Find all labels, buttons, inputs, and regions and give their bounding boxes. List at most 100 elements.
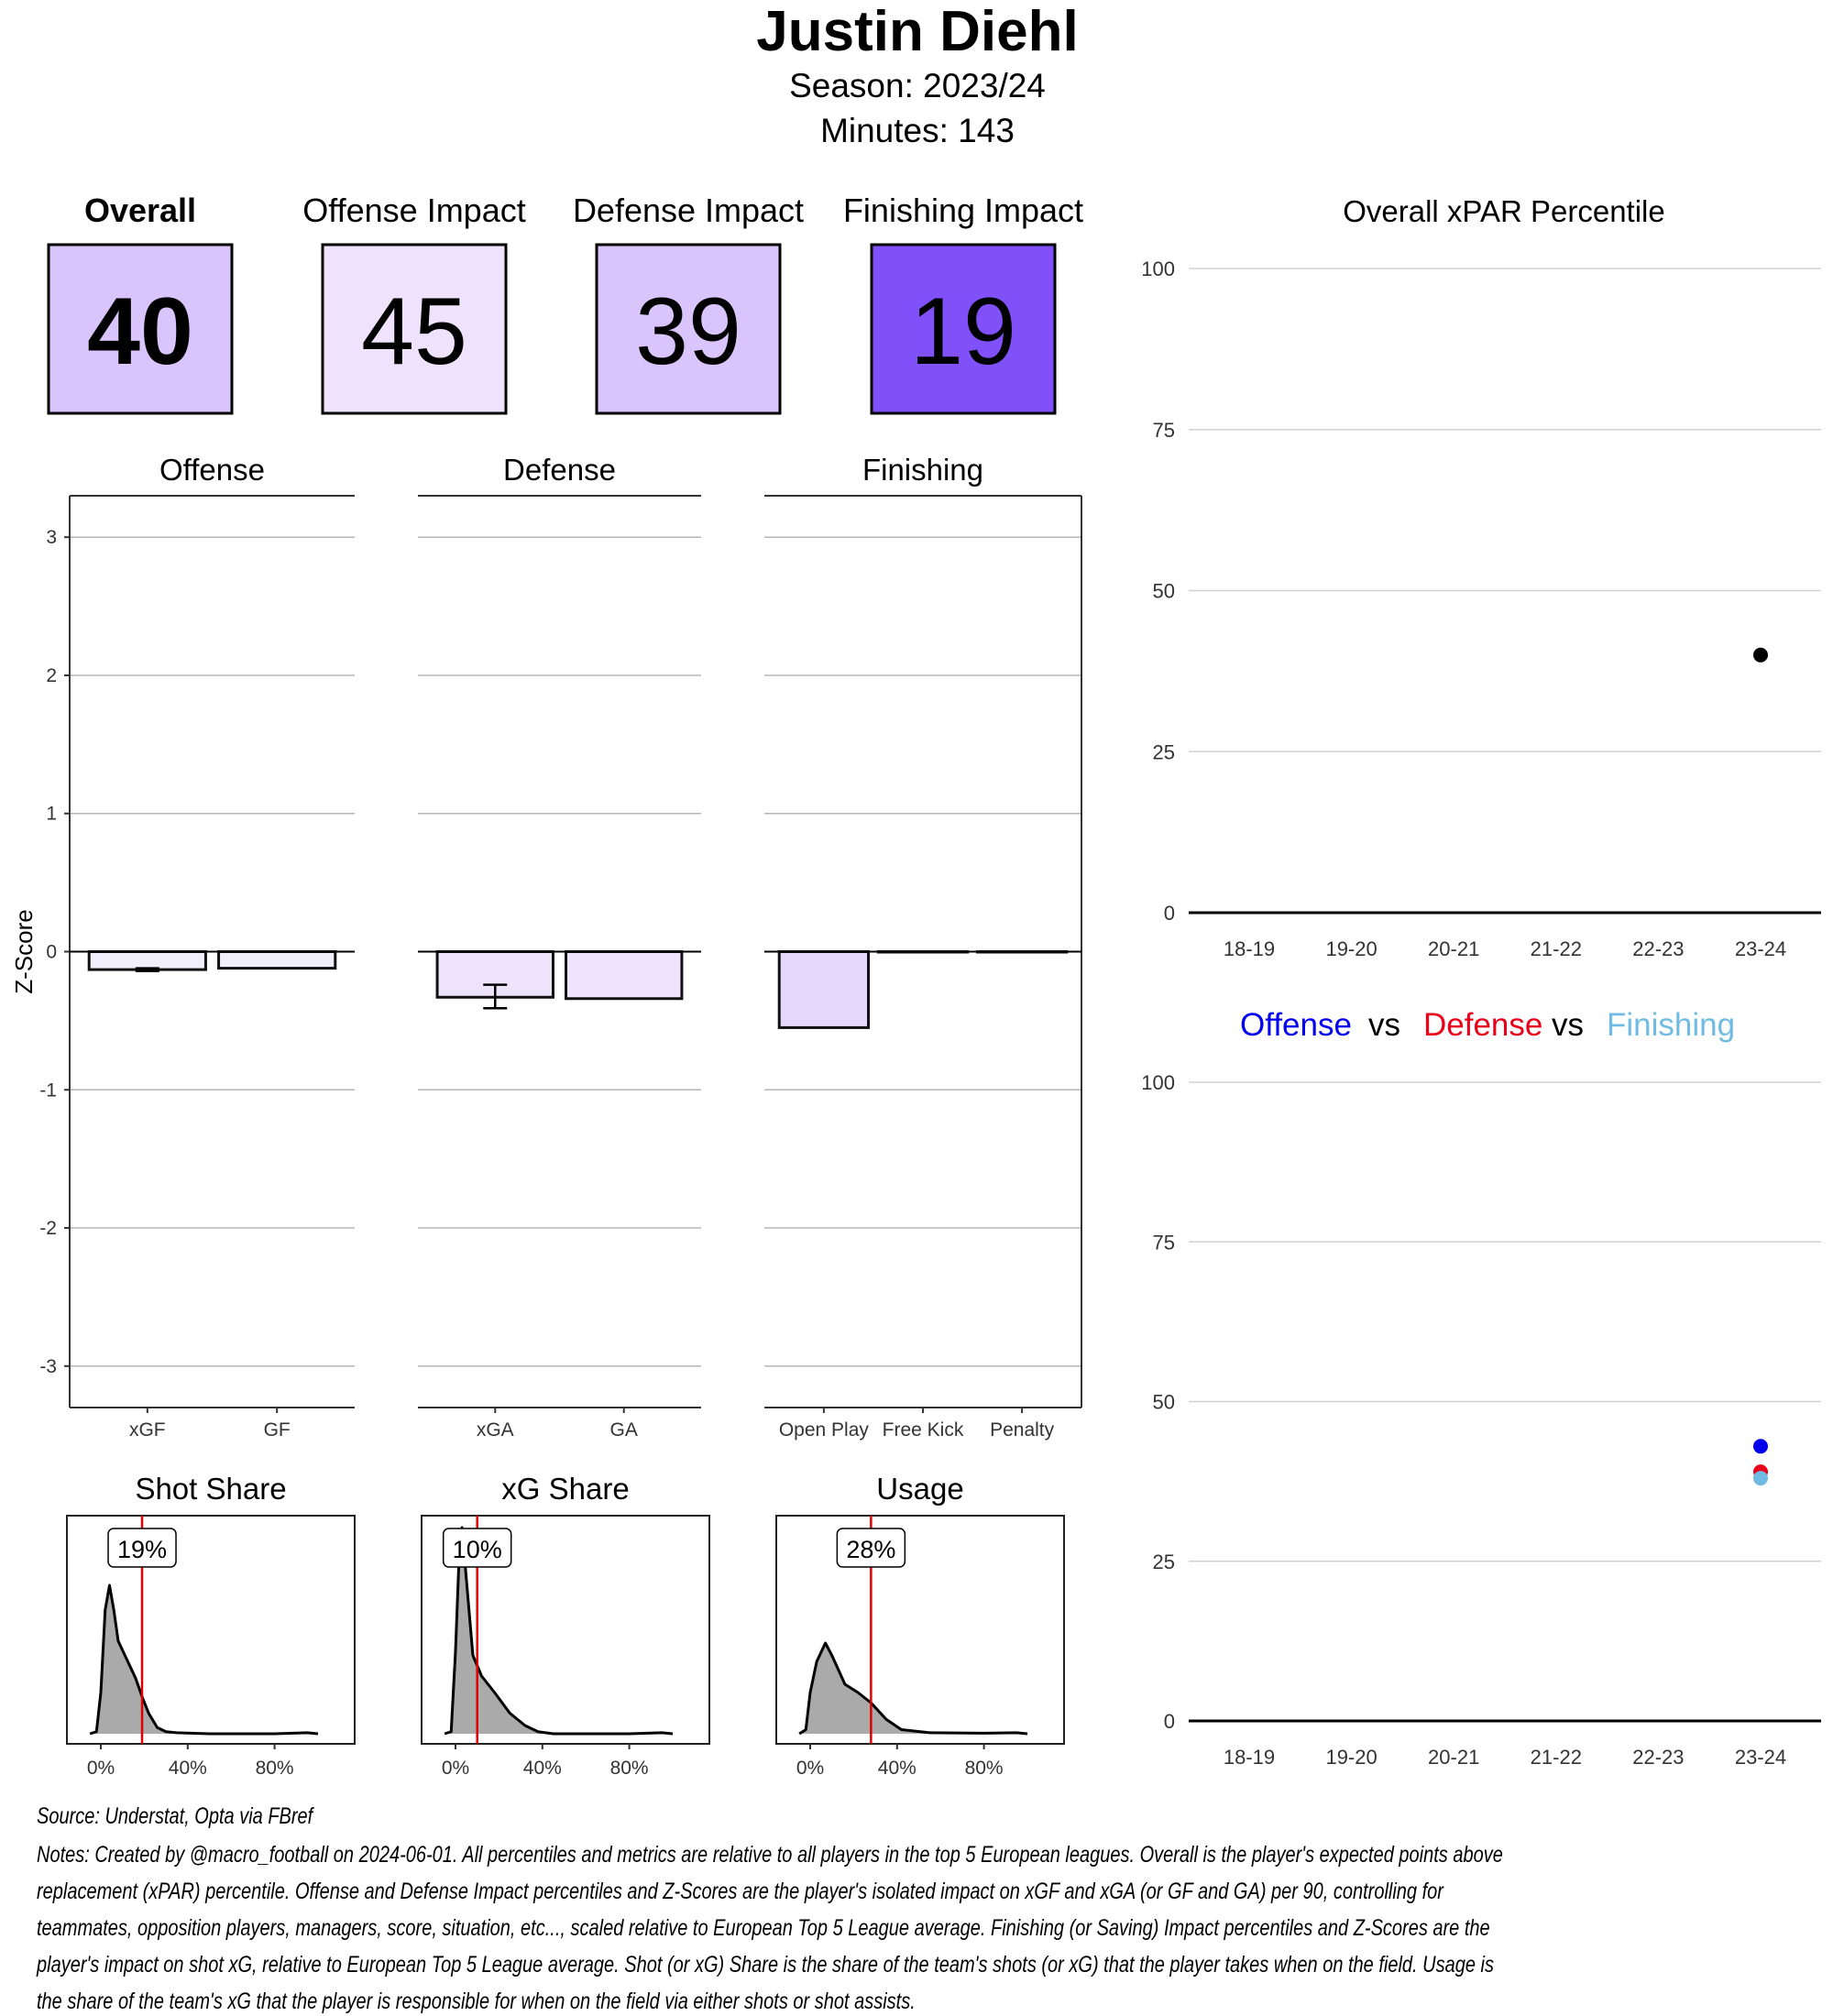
x-tick-label: 18-19 [1224, 1746, 1275, 1769]
x-tick-label: 80% [610, 1758, 649, 1779]
density-line [89, 1583, 319, 1736]
y-tick-label: 25 [1153, 740, 1175, 763]
notes-line-4: player's impact on shot xG, relative to … [37, 1952, 1494, 1978]
player-value-label: 28% [846, 1536, 895, 1563]
legend-item-finishing: Finishing [1607, 1007, 1735, 1043]
legend-item-offense: Offense [1240, 1007, 1352, 1043]
density-line [798, 1641, 1028, 1736]
x-tick-label: 40% [878, 1758, 916, 1779]
x-tick-label: 19-20 [1325, 937, 1377, 960]
x-tick-label: 40% [169, 1758, 207, 1779]
component-percentile-chart: Offense vs Defense vs Finishing 100 75 50 25 0 18-… [1141, 1007, 1821, 1769]
x-tick-label: xGA [477, 1419, 514, 1441]
density-panel-border [421, 1515, 710, 1745]
y-tick-label: 50 [1153, 1391, 1175, 1414]
legend-item-vs: vs [1368, 1007, 1400, 1043]
density-area [90, 1585, 319, 1734]
x-tick-label: 21-22 [1531, 937, 1582, 960]
y-tick-label: 2 [46, 665, 57, 686]
impact-box-label: Defense Impact [573, 192, 804, 229]
x-tick-label: GA [610, 1419, 638, 1441]
impact-box-value: 19 [910, 279, 1016, 385]
x-tick-label: 0% [87, 1758, 115, 1779]
y-tick-label: 50 [1153, 580, 1175, 603]
player-name: Justin Diehl [756, 0, 1078, 63]
density-title: Usage [876, 1472, 963, 1506]
notes-line-3: teammates, opposition players, managers,… [37, 1915, 1490, 1941]
player-value-label-box [836, 1528, 906, 1568]
impact-boxes: Overall 40 Offense Impact 45 Defense Impact 3… [47, 192, 1083, 415]
facet-title: Offense [159, 453, 265, 487]
impact-box-label: Offense Impact [302, 192, 525, 229]
bar-gf [217, 950, 337, 970]
x-tick-label: 40% [523, 1758, 562, 1779]
player-value-label: 19% [117, 1536, 167, 1563]
x-tick-label: 19-20 [1325, 1746, 1377, 1769]
impact-box [595, 243, 782, 415]
bar-xgf [87, 950, 207, 971]
x-tick-label: 21-22 [1531, 1746, 1582, 1769]
y-tick-label: -1 [39, 1079, 57, 1101]
minutes-label: Minutes: 143 [820, 112, 1015, 149]
notes-line-1: Notes: Created by @macro_football on 202… [37, 1842, 1503, 1868]
notes-line-5: the share of the team's xG that the play… [37, 1989, 916, 2014]
facet-title: Finishing [862, 453, 983, 487]
x-tick-label: 22-23 [1632, 1746, 1684, 1769]
impact-box-label: Overall [84, 192, 196, 229]
x-tick-label: 80% [256, 1758, 294, 1779]
point-finishing [1753, 1471, 1768, 1486]
density-area [445, 1528, 673, 1734]
impact-box-value: 40 [87, 279, 193, 385]
density-charts: Shot Share 19% 0% 40% 80% xG Share 10% 0% 40% 80%… [66, 1472, 1065, 1779]
x-tick-label: GF [264, 1419, 291, 1441]
y-tick-label: 75 [1153, 419, 1175, 442]
x-tick-label: Open Play [779, 1419, 870, 1441]
impact-box [321, 243, 508, 415]
y-tick-label: 100 [1141, 257, 1175, 280]
legend-item-defense: Defense [1423, 1007, 1542, 1043]
y-tick-label: 25 [1153, 1550, 1175, 1573]
x-tick-label: 20-21 [1428, 1746, 1479, 1769]
x-tick-label: 80% [965, 1758, 1004, 1779]
player-value-label: 10% [453, 1536, 502, 1563]
bar-ga [565, 950, 684, 1001]
density-panel-border [66, 1515, 356, 1745]
point-overall [1753, 647, 1768, 663]
x-tick-label: 18-19 [1224, 937, 1275, 960]
y-tick-label: 3 [46, 527, 57, 548]
y-tick-label: 1 [46, 804, 57, 825]
x-tick-label: 0% [796, 1758, 824, 1779]
y-tick-label: 0 [1164, 1710, 1175, 1733]
season-label: Season: 2023/24 [789, 67, 1046, 104]
y-tick-label: -2 [39, 1218, 57, 1239]
x-tick-label: Penalty [990, 1419, 1055, 1441]
source-note: Source: Understat, Opta via FBref [37, 1803, 313, 1829]
player-value-label-box [442, 1528, 512, 1568]
y-tick-label: -3 [39, 1356, 57, 1377]
x-tick-label: 22-23 [1632, 937, 1684, 960]
density-title: Shot Share [135, 1472, 286, 1506]
notes-line-2: replacement (xPAR) percentile. Offense a… [37, 1879, 1443, 1904]
player-value-label-box [107, 1528, 177, 1568]
facet-title: Defense [503, 453, 616, 487]
x-tick-label: Free Kick [883, 1419, 964, 1441]
density-title: xG Share [501, 1472, 629, 1506]
y-tick-label: 0 [1164, 902, 1175, 925]
impact-box [870, 243, 1057, 415]
density-area [799, 1643, 1027, 1734]
y-tick-label: 100 [1141, 1071, 1175, 1094]
impact-box-value: 39 [635, 279, 741, 385]
y-tick-label: 75 [1153, 1231, 1175, 1254]
x-tick-label: 20-21 [1428, 937, 1479, 960]
impact-box [47, 243, 234, 415]
bar-open-play [777, 950, 871, 1029]
x-tick-label: 0% [442, 1758, 469, 1779]
x-tick-label: 23-24 [1735, 1746, 1786, 1769]
point-offense [1753, 1439, 1768, 1454]
dashboard-canvas: Justin Diehl Season: 2023/24 Minutes: 14… [10, 0, 1821, 1779]
impact-box-label: Finishing Impact [843, 192, 1083, 229]
y-tick-label: 0 [46, 942, 57, 963]
x-tick-label: xGF [129, 1419, 166, 1441]
overall-xpar-chart: Overall xPAR Percentile 100 75 50 25 0 18-19 19… [1141, 194, 1821, 960]
y-axis-label: Z-Score [10, 909, 38, 993]
